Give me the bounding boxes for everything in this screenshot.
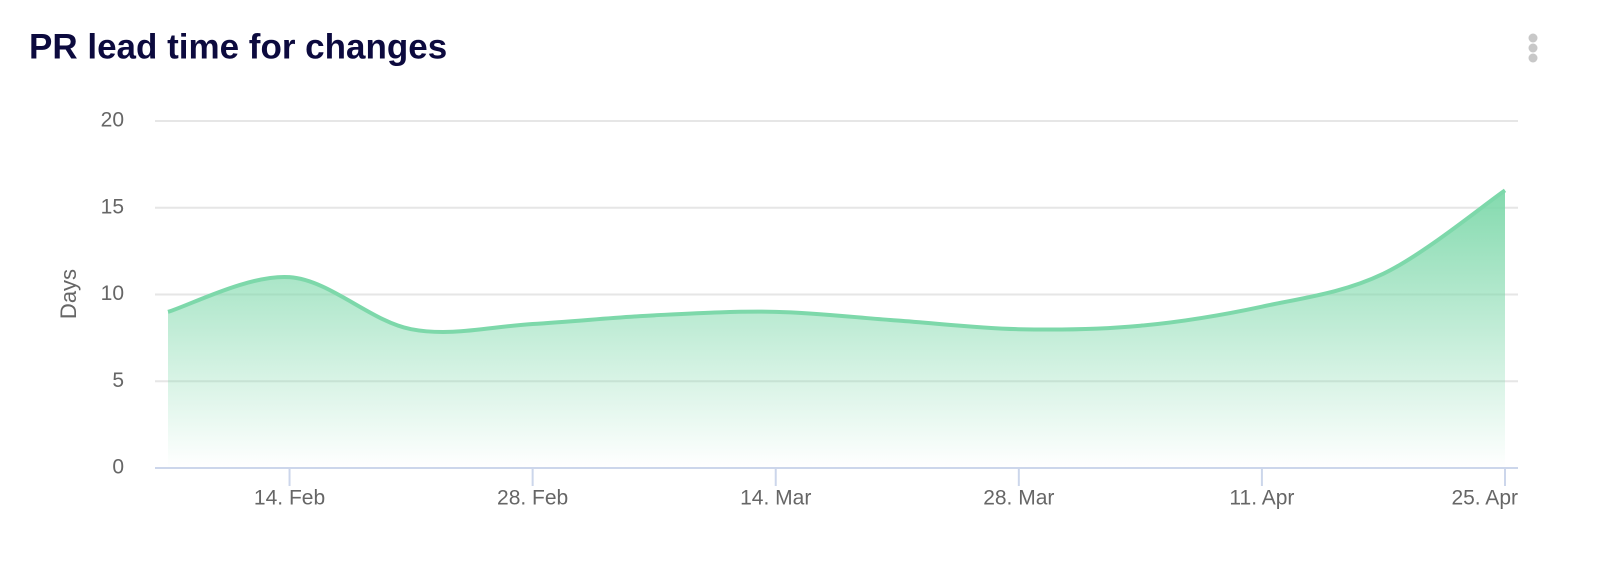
menu-button[interactable] bbox=[1528, 33, 1538, 63]
x-tick-label: 28. Mar bbox=[983, 487, 1054, 510]
y-tick-label: 5 bbox=[112, 369, 124, 392]
y-tick-label: 20 bbox=[101, 109, 124, 132]
x-tick-label: 14. Mar bbox=[740, 487, 811, 510]
x-tick-label: 11. Apr bbox=[1229, 487, 1294, 510]
chart-title: PR lead time for changes bbox=[29, 27, 447, 66]
x-tick-label: 28. Feb bbox=[497, 487, 568, 510]
y-axis-label: Days bbox=[56, 269, 81, 319]
x-tick-label: 14. Feb bbox=[254, 487, 325, 510]
y-tick-label: 0 bbox=[112, 456, 124, 479]
y-tick-label: 10 bbox=[101, 282, 124, 305]
line bbox=[167, 188, 1507, 335]
y-tick-label: 15 bbox=[101, 195, 124, 218]
x-tick-label: 25. Apr bbox=[1451, 487, 1518, 510]
area bbox=[168, 190, 1505, 468]
